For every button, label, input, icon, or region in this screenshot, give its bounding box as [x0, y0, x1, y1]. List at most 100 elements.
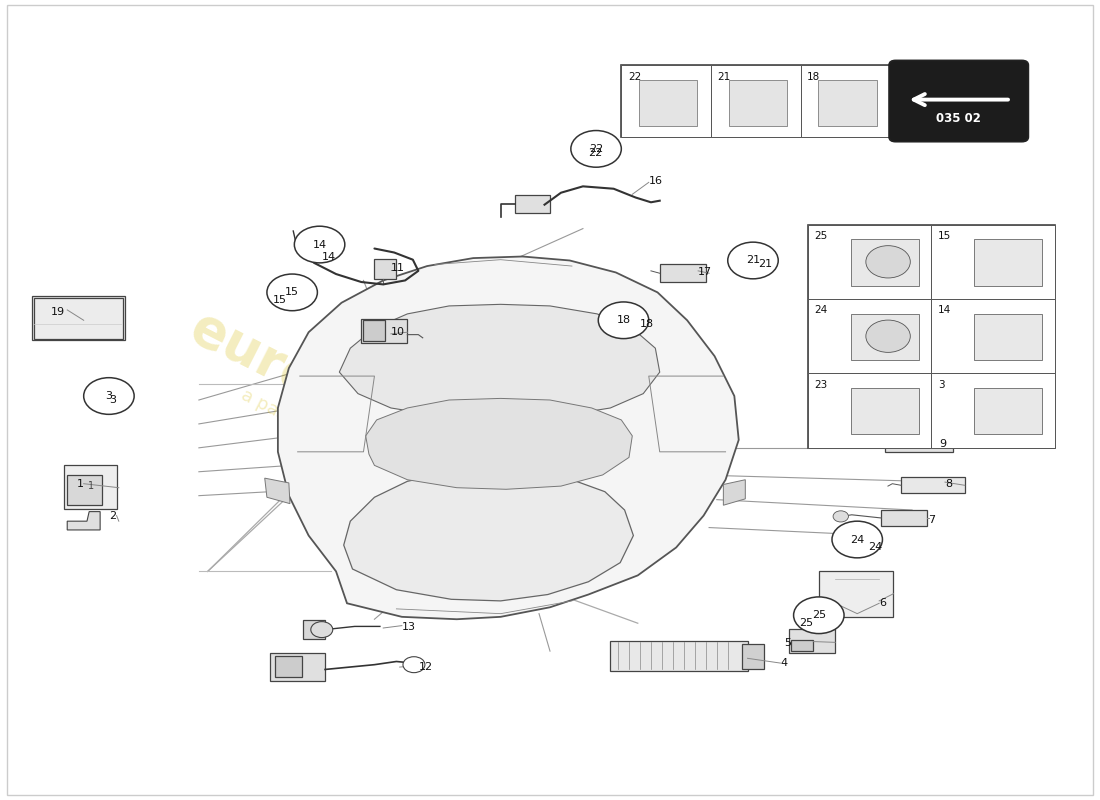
Polygon shape	[724, 480, 746, 506]
Text: 14: 14	[322, 251, 335, 262]
Text: 3: 3	[110, 395, 117, 405]
Text: 12: 12	[418, 662, 432, 672]
Circle shape	[832, 521, 882, 558]
Text: 6: 6	[879, 598, 887, 608]
Bar	[818, 79, 877, 126]
Text: 3: 3	[938, 380, 945, 390]
Text: 19: 19	[51, 307, 65, 318]
Text: 2: 2	[110, 510, 117, 521]
Bar	[807, 374, 932, 448]
Circle shape	[84, 378, 134, 414]
FancyBboxPatch shape	[889, 60, 1028, 142]
Text: 25: 25	[814, 231, 827, 241]
Text: 21: 21	[717, 71, 730, 82]
Bar	[932, 225, 1055, 299]
Bar	[807, 225, 932, 299]
Text: 035 02: 035 02	[936, 112, 981, 125]
Bar	[729, 79, 788, 126]
Bar	[881, 510, 927, 526]
Circle shape	[833, 511, 848, 522]
Bar	[610, 641, 748, 671]
Bar	[901, 478, 965, 494]
Text: 10: 10	[390, 327, 405, 338]
Text: 22: 22	[628, 71, 641, 82]
Text: 5: 5	[784, 638, 791, 648]
Circle shape	[793, 597, 844, 634]
Bar	[789, 629, 835, 653]
Text: 15: 15	[285, 287, 299, 298]
Text: 22: 22	[588, 144, 603, 154]
Polygon shape	[265, 478, 290, 504]
Polygon shape	[67, 512, 100, 530]
Polygon shape	[278, 257, 739, 619]
Text: 18: 18	[616, 315, 630, 326]
Bar	[32, 296, 125, 340]
Bar	[621, 65, 890, 137]
Text: 8: 8	[945, 478, 953, 489]
Bar	[801, 65, 890, 137]
Text: 11: 11	[390, 263, 405, 274]
Bar	[711, 65, 801, 137]
Text: 14: 14	[938, 306, 952, 315]
Bar	[363, 320, 385, 341]
Text: 17: 17	[698, 267, 713, 278]
Bar	[975, 388, 1043, 434]
Text: 1: 1	[88, 481, 95, 491]
Text: 21: 21	[746, 255, 760, 266]
Bar	[791, 640, 813, 651]
Text: 4: 4	[780, 658, 788, 668]
Text: 22: 22	[588, 148, 603, 158]
Bar	[932, 299, 1055, 374]
Bar	[884, 438, 953, 452]
Text: 16: 16	[649, 176, 662, 186]
Bar	[851, 239, 918, 286]
Text: 13: 13	[402, 622, 416, 632]
Bar	[818, 570, 893, 617]
Text: 25: 25	[812, 610, 826, 620]
Circle shape	[866, 246, 911, 278]
Text: 1: 1	[77, 478, 84, 489]
Bar	[374, 259, 396, 279]
Circle shape	[403, 657, 425, 673]
Bar	[304, 620, 326, 639]
Text: 18: 18	[640, 319, 654, 330]
Text: 14: 14	[312, 239, 327, 250]
Bar	[621, 65, 711, 137]
Text: a passion for parts since 1985: a passion for parts since 1985	[238, 386, 490, 526]
Text: 15: 15	[273, 295, 287, 306]
Circle shape	[295, 226, 344, 263]
Text: 24: 24	[868, 542, 882, 553]
Text: eurocars: eurocars	[182, 302, 436, 466]
Bar	[932, 374, 1055, 448]
Bar	[807, 225, 1055, 448]
Bar	[851, 314, 918, 360]
Text: 7: 7	[928, 514, 936, 525]
Text: 3: 3	[106, 391, 112, 401]
Text: 21: 21	[759, 259, 772, 270]
Text: 18: 18	[807, 71, 821, 82]
Bar	[742, 644, 764, 670]
Bar	[975, 239, 1043, 286]
Polygon shape	[339, 304, 660, 418]
Text: 9: 9	[939, 439, 947, 449]
Polygon shape	[365, 398, 632, 490]
Circle shape	[267, 274, 318, 310]
Bar	[271, 653, 326, 681]
Text: 24: 24	[850, 534, 865, 545]
Circle shape	[728, 242, 778, 279]
Bar	[67, 475, 102, 506]
Polygon shape	[343, 469, 634, 601]
Bar	[807, 299, 932, 374]
Bar	[361, 318, 407, 342]
Circle shape	[598, 302, 649, 338]
Circle shape	[866, 320, 911, 352]
Bar	[275, 656, 302, 678]
Text: 25: 25	[800, 618, 813, 628]
Circle shape	[571, 130, 621, 167]
Text: 24: 24	[814, 306, 827, 315]
Bar	[660, 265, 706, 282]
Text: 15: 15	[938, 231, 952, 241]
Bar	[515, 195, 550, 213]
Text: 23: 23	[814, 380, 827, 390]
Bar	[639, 79, 697, 126]
